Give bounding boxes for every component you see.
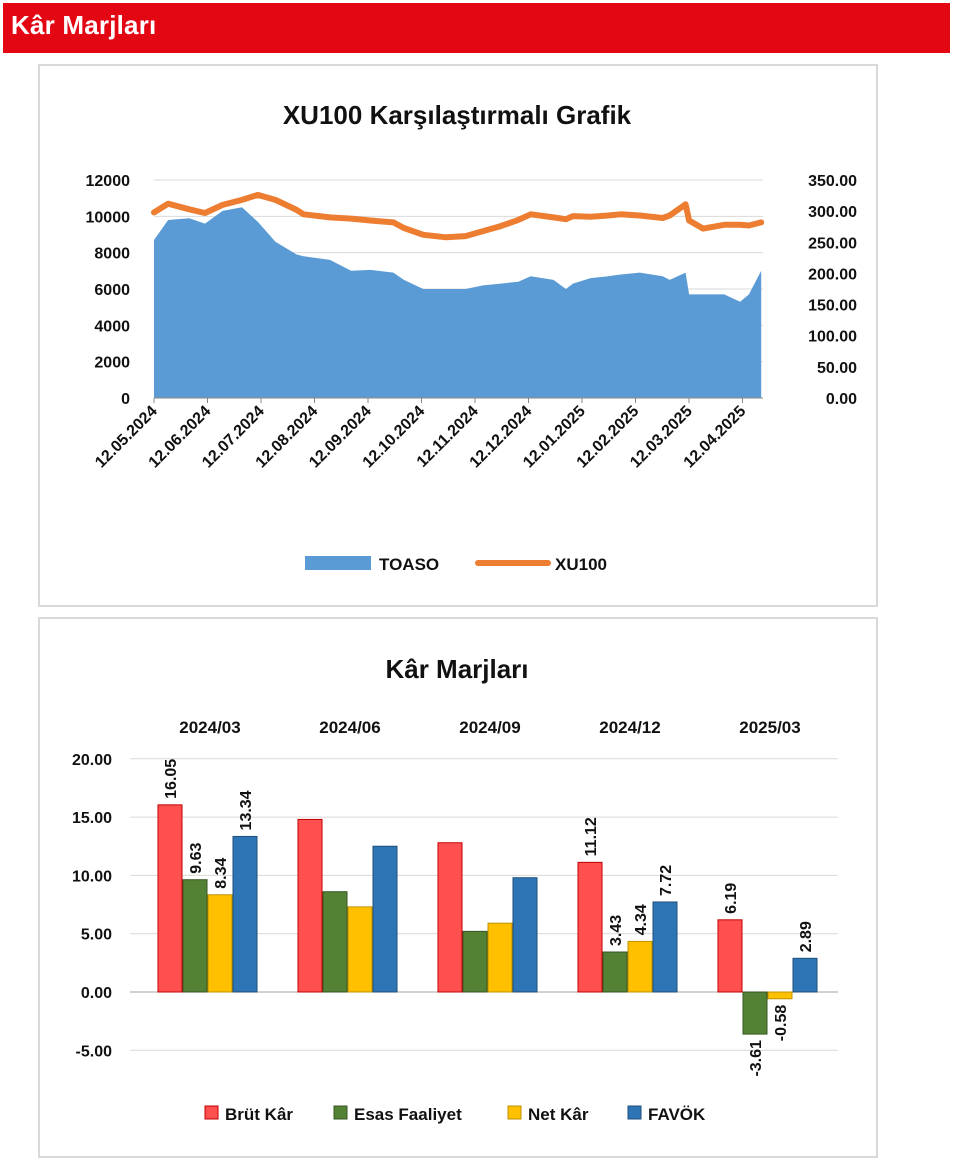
margins-chart-panel bbox=[38, 617, 878, 1158]
comparison-chart-panel bbox=[38, 64, 878, 607]
header-bar: Kâr Marjları bbox=[3, 3, 950, 53]
header-title: Kâr Marjları bbox=[11, 10, 157, 40]
